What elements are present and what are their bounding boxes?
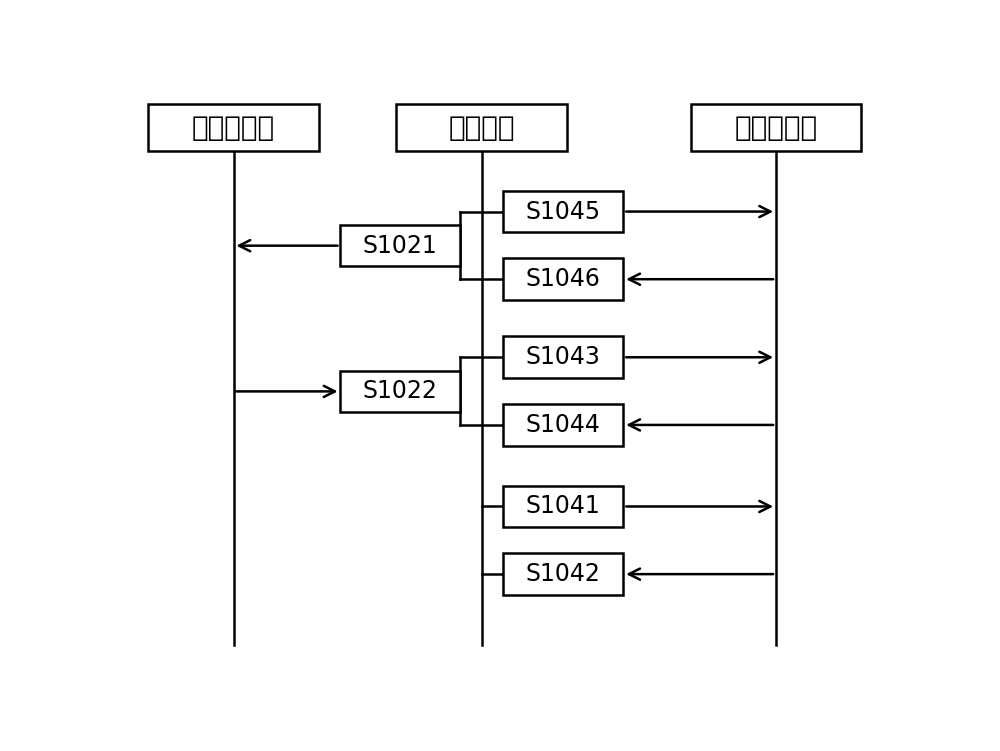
Text: S1043: S1043 (525, 345, 600, 369)
Text: S1046: S1046 (525, 267, 600, 291)
Bar (503, 486, 623, 527)
Bar (503, 191, 623, 232)
Bar (691, 104, 861, 152)
Text: S1022: S1022 (363, 379, 438, 403)
Bar (340, 370, 460, 412)
Text: S1041: S1041 (526, 494, 600, 518)
Bar (396, 104, 567, 152)
Bar (340, 225, 460, 267)
Bar (503, 258, 623, 300)
Text: 多模设备: 多模设备 (448, 113, 515, 142)
Bar (503, 336, 623, 378)
Text: S1042: S1042 (525, 562, 600, 586)
Text: S1021: S1021 (363, 234, 438, 258)
Bar (148, 104, 319, 152)
Text: S1045: S1045 (525, 200, 600, 224)
Text: S1044: S1044 (525, 413, 600, 437)
Bar (503, 404, 623, 446)
Text: 第一通信方: 第一通信方 (192, 113, 275, 142)
Bar (503, 553, 623, 595)
Text: 第二通信方: 第二通信方 (734, 113, 818, 142)
